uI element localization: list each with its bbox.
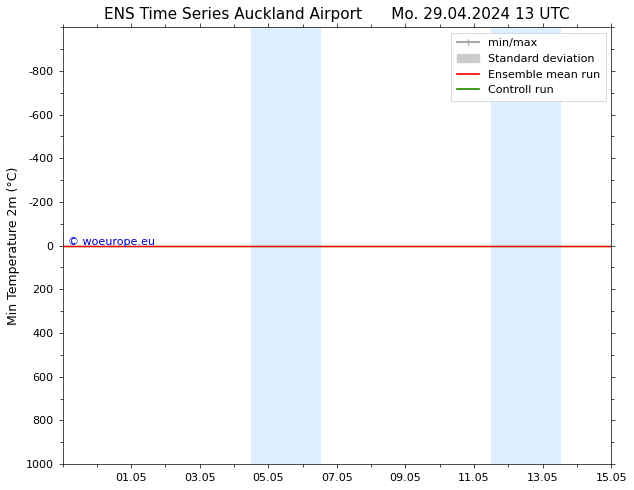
Legend: min/max, Standard deviation, Ensemble mean run, Controll run: min/max, Standard deviation, Ensemble me… — [451, 33, 605, 100]
Bar — [251, 27, 285, 464]
Y-axis label: Min Temperature 2m (°C): Min Temperature 2m (°C) — [7, 167, 20, 325]
Title: ENS Time Series Auckland Airport      Mo. 29.04.2024 13 UTC: ENS Time Series Auckland Airport Mo. 29.… — [104, 7, 570, 22]
Bar — [491, 27, 526, 464]
Bar — [285, 27, 320, 464]
Text: © woeurope.eu: © woeurope.eu — [68, 237, 155, 247]
Bar — [526, 27, 560, 464]
